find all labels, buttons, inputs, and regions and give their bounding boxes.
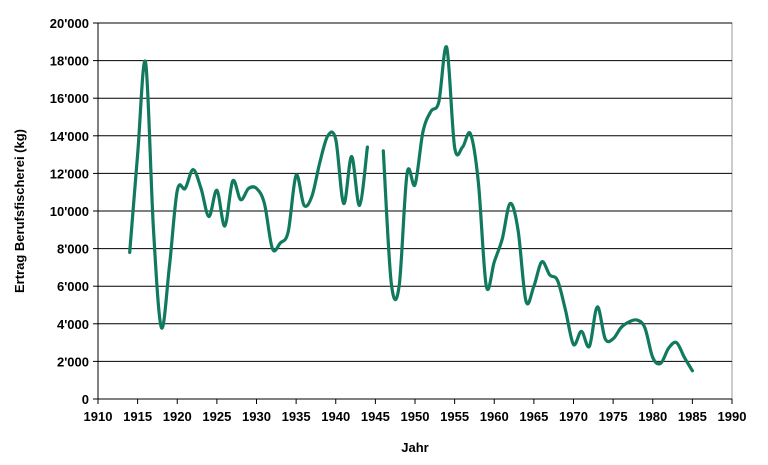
y-tick-label: 20'000 <box>50 16 89 31</box>
y-axis-title: Ertrag Berufsfischerei (kg) <box>12 129 27 293</box>
series-line-segment <box>128 59 369 330</box>
x-tick-label: 1915 <box>123 409 152 424</box>
x-tick-label: 1985 <box>678 409 707 424</box>
gridlines <box>98 22 732 362</box>
x-tick-label: 1945 <box>361 409 390 424</box>
x-tick-label: 1965 <box>519 409 548 424</box>
x-tick-label: 1930 <box>242 409 271 424</box>
x-tick-label: 1990 <box>718 409 747 424</box>
x-tick-labels: 1910 1915 1920 1925 1930 1935 1940 1945 1950 1955… <box>84 399 747 424</box>
y-tick-label: 4'000 <box>57 317 89 332</box>
x-tick-label: 1925 <box>202 409 231 424</box>
x-tick-label: 1940 <box>321 409 350 424</box>
x-tick-label: 1980 <box>638 409 667 424</box>
y-tick-label: 0 <box>82 392 89 407</box>
x-tick-label: 1920 <box>163 409 192 424</box>
y-tick-label: 12'000 <box>50 166 89 181</box>
x-axis-title: Jahr <box>401 440 428 455</box>
x-tick-label: 1950 <box>401 409 430 424</box>
x-tick-label: 1960 <box>480 409 509 424</box>
x-tick-label: 1910 <box>84 409 113 424</box>
y-tick-label: 10'000 <box>50 204 89 219</box>
y-tick-label: 6'000 <box>57 279 89 294</box>
x-tick-label: 1975 <box>599 409 628 424</box>
y-tick-label: 8'000 <box>57 242 89 257</box>
x-tick-label: 1970 <box>559 409 588 424</box>
x-tick-label: 1955 <box>440 409 469 424</box>
y-tick-labels: 0 2'000 4'000 6'000 8'000 10'000 12'000 14'000 1… <box>50 16 98 407</box>
x-tick-label: 1935 <box>282 409 311 424</box>
data-series <box>128 45 694 373</box>
y-tick-label: 2'000 <box>57 354 89 369</box>
series-line-segment <box>381 45 694 373</box>
y-tick-label: 18'000 <box>50 54 89 69</box>
y-tick-label: 16'000 <box>50 91 89 106</box>
y-tick-label: 14'000 <box>50 129 89 144</box>
